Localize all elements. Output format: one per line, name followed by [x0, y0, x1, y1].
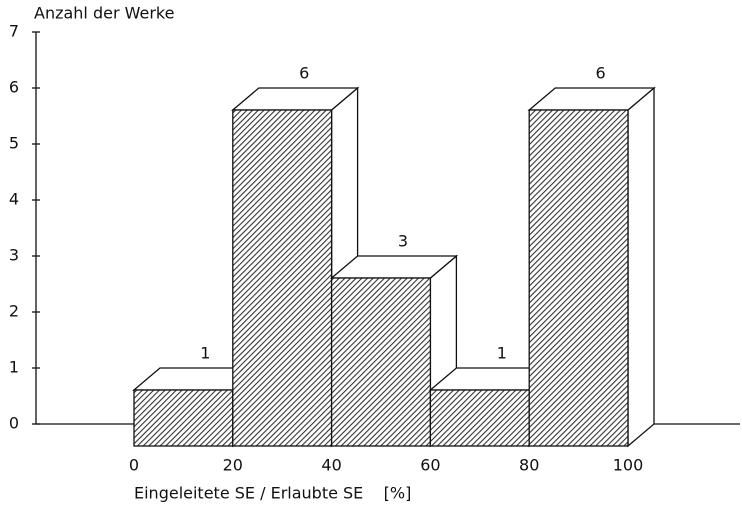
y-tick-label: 7: [9, 22, 19, 41]
y-tick-label: 5: [9, 134, 19, 153]
data-label: 1: [200, 344, 210, 363]
data-label: 3: [398, 232, 408, 251]
y-tick-label: 2: [9, 302, 19, 321]
x-tick-label: 0: [129, 456, 139, 475]
bar: [133, 389, 234, 447]
data-label: 6: [596, 64, 606, 83]
x-tick-label: 60: [420, 456, 440, 475]
bar: [429, 389, 530, 447]
bar: [528, 109, 629, 447]
x-axis-label: Eingeleitete SE / Erlaubte SE [%]: [134, 484, 411, 503]
y-tick-label: 1: [9, 358, 19, 377]
bar-side: [627, 86, 655, 448]
y-tick-label: 4: [9, 190, 19, 209]
y-tick-label: 6: [9, 78, 19, 97]
y-tick-label: 3: [9, 246, 19, 265]
y-tick-label: 0: [9, 414, 19, 433]
data-label: 1: [497, 344, 507, 363]
bar: [330, 277, 432, 447]
x-tick-label: 100: [613, 456, 644, 475]
bar: [232, 109, 333, 447]
x-tick-label: 20: [223, 456, 243, 475]
x-tick-label: 40: [321, 456, 341, 475]
x-tick-label: 80: [519, 456, 539, 475]
chart-title: Anzahl der Werke: [34, 4, 174, 23]
data-label: 6: [299, 64, 309, 83]
